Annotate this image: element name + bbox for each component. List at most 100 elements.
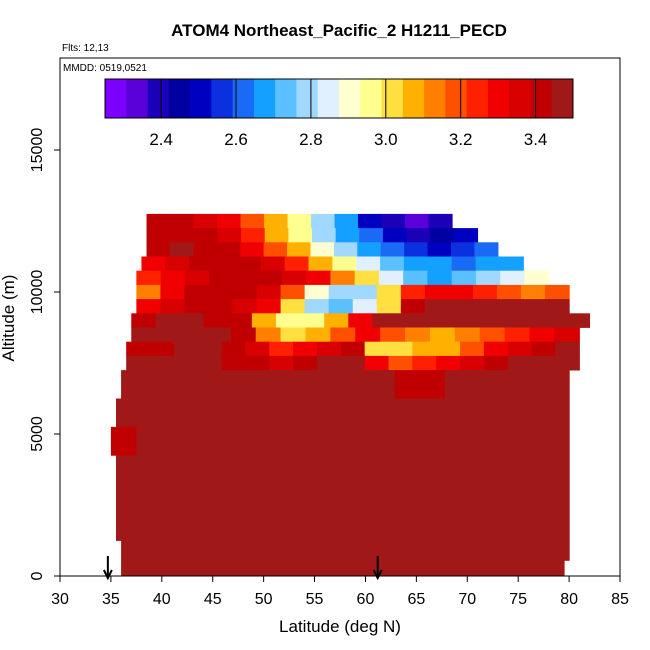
heatmap-cell [191, 512, 218, 541]
heatmap-cell [293, 560, 319, 577]
heatmap-cell [443, 483, 469, 513]
heatmap-cell [390, 426, 417, 456]
heatmap-cell [376, 299, 402, 314]
heatmap-cell [241, 228, 266, 243]
heatmap-cell [367, 483, 394, 513]
x-tick-label: 75 [509, 591, 527, 608]
heatmap-cell [146, 242, 171, 257]
heatmap-cell [396, 313, 422, 328]
heatmap-cell [524, 270, 550, 286]
heatmap-cell [126, 355, 151, 371]
heatmap-cell [364, 341, 390, 357]
heatmap-cell [150, 355, 175, 371]
heatmap-cell [330, 270, 356, 286]
heatmap-cell [251, 313, 277, 328]
heatmap-cell [430, 228, 455, 243]
y-tick-label: 0 [29, 571, 46, 580]
heatmap-cell [295, 540, 321, 561]
x-tick-label: 50 [255, 591, 273, 608]
heatmap-cell [378, 270, 404, 286]
heatmap-cell [287, 213, 312, 229]
heatmap-cell [255, 327, 282, 343]
x-tick-label: 85 [611, 591, 629, 608]
heatmap-cell [312, 228, 337, 243]
heatmap-cell [256, 299, 282, 314]
dates-label: MMDD: 0519,0521 [63, 63, 147, 74]
heatmap-cell [545, 284, 570, 300]
heatmap-cell [493, 398, 520, 428]
heatmap-cell [543, 483, 570, 513]
heatmap-cell [448, 284, 474, 300]
heatmap-cell [304, 299, 330, 314]
heatmap-cell [160, 299, 186, 314]
chart-title: ATOM4 Northeast_Pacific_2 H1211_PECD [171, 21, 507, 40]
heatmap-cell [388, 341, 413, 357]
heatmap-cell [418, 455, 444, 485]
heatmap-cell [400, 284, 426, 300]
heatmap-cell [448, 299, 474, 314]
heatmap-cell [197, 355, 223, 371]
heatmap-cell [468, 398, 495, 428]
heatmap-cell [468, 512, 495, 541]
heatmap-cell [280, 284, 306, 300]
heatmap-cell [300, 313, 325, 328]
heatmap-cell [543, 426, 570, 456]
heatmap-cell [443, 455, 469, 485]
heatmap-cell [427, 256, 453, 272]
heatmap-cell [405, 213, 430, 229]
heatmap-cell [475, 256, 501, 272]
colorbar-segment [445, 79, 468, 118]
heatmap-cell [403, 270, 429, 286]
colorbar-segment [360, 79, 383, 118]
heatmap-cell [241, 483, 268, 513]
heatmap-cell [267, 512, 293, 541]
heatmap-cell [213, 256, 238, 272]
x-tick-label: 60 [357, 591, 375, 608]
heatmap-cell [493, 512, 520, 541]
heatmap-cell [507, 355, 533, 371]
heatmap-cell [328, 299, 354, 314]
heatmap-cell [521, 299, 546, 314]
x-tick-label: 80 [560, 591, 578, 608]
heatmap-cell [244, 560, 270, 577]
heatmap-cell [365, 426, 392, 456]
heatmap-cell [499, 256, 524, 272]
heatmap-cell [165, 256, 190, 272]
colorbar-segment [466, 79, 489, 118]
heatmap-cell [184, 299, 210, 314]
heatmap-cell [320, 370, 346, 399]
colorbar-segment [168, 79, 191, 118]
heatmap-cell [518, 426, 545, 456]
heatmap-cell [405, 327, 431, 343]
heatmap-cell [416, 560, 442, 577]
heatmap-cell [156, 327, 182, 343]
heatmap-cell [197, 341, 223, 357]
heatmap-cell [518, 398, 545, 428]
heatmap-cell [170, 213, 195, 229]
heatmap-cell [529, 327, 555, 343]
heatmap-cell [121, 540, 147, 561]
heatmap-cell [269, 341, 294, 357]
heatmap-cell [380, 256, 405, 272]
y-axis: 0 5000 10000 15000 [29, 128, 60, 580]
heatmap-cell [454, 327, 481, 343]
colorbar-tick-label: 3.2 [449, 130, 473, 149]
heatmap-cell [391, 560, 417, 577]
heatmap-cell [131, 327, 157, 343]
heatmap-cell [382, 228, 408, 243]
colorbar-segment [211, 79, 234, 118]
heatmap-cell [468, 313, 494, 328]
heatmap-cell [376, 284, 402, 300]
heatmap-cell [507, 341, 533, 357]
heatmap-cell [170, 540, 197, 561]
heatmap-cell [166, 512, 193, 541]
heatmap-cell [483, 341, 509, 357]
heatmap-cell [146, 213, 171, 229]
colorbar-segment [126, 79, 149, 118]
heatmap-cell [281, 270, 307, 286]
heatmap-cell [194, 560, 221, 577]
heatmap-cell [359, 228, 384, 243]
heatmap-cell [268, 560, 294, 577]
heatmap-cell [260, 256, 286, 272]
heatmap-cell [232, 299, 258, 314]
